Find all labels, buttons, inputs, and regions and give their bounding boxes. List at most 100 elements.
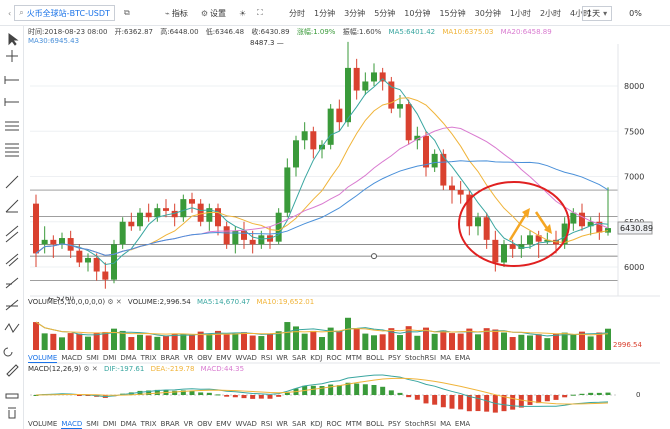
macd-bar-64 [588, 392, 594, 395]
volume-bar-38 [362, 333, 369, 350]
indicator-tab-emv[interactable]: EMV [216, 420, 232, 428]
symbol-selector[interactable]: ⌕ 火币全球站-BTC-USDT [14, 5, 115, 21]
indicator-tab-dma[interactable]: DMA [120, 420, 137, 428]
timeframe-8[interactable]: 2小时 [539, 8, 562, 18]
crosshair-icon[interactable] [6, 50, 18, 62]
timeframe-3[interactable]: 5分钟 [374, 8, 396, 18]
trend-line-icon[interactable] [5, 175, 19, 189]
indicator-tab-roc[interactable]: ROC [326, 354, 342, 362]
macd-bar-48 [449, 395, 455, 409]
indicator-tab-wr[interactable]: WR [276, 354, 289, 362]
chevron-left-icon[interactable]: ‹ [8, 8, 12, 18]
macd-settings-icon[interactable]: ⚙ ✕ [83, 365, 98, 373]
gann-icon[interactable] [5, 299, 19, 311]
indicator-tab-dma[interactable]: DMA [120, 354, 137, 362]
indicator-tab-trix[interactable]: TRIX [140, 420, 157, 428]
indicator-tab-sar[interactable]: SAR [292, 420, 307, 428]
parallel-lines-icon[interactable] [5, 121, 19, 131]
horizontal-line-icon[interactable] [4, 76, 19, 84]
macd-bar-23 [232, 395, 238, 398]
indicator-tab-wr[interactable]: WR [276, 420, 289, 428]
indicator-tab-stochrsi[interactable]: StochRSI [404, 354, 437, 362]
wave-icon[interactable] [4, 323, 20, 333]
volume-bar-50 [466, 328, 473, 350]
timeframe-1[interactable]: 1分钟 [314, 8, 336, 18]
indicator-tab-smi[interactable]: SMI [86, 354, 99, 362]
volume-bar-0 [33, 322, 39, 350]
timeframe-5[interactable]: 15分钟 [439, 8, 466, 18]
fullscreen-icon[interactable]: ⛶ [257, 8, 263, 17]
timeframe-6[interactable]: 30分钟 [474, 8, 501, 18]
volume-settings-icon[interactable]: ⚙ ✕ [107, 298, 122, 306]
ruler-icon[interactable] [5, 393, 19, 399]
trash-icon[interactable] [8, 407, 16, 419]
theme-icon[interactable]: ☀ [239, 8, 247, 18]
volume-bar-48 [449, 333, 455, 350]
volume-bar-54 [501, 332, 507, 350]
cursor-icon[interactable] [8, 33, 19, 46]
indicators-button[interactable]: ⌁ 指标 [165, 8, 188, 19]
volume-bar-7 [93, 332, 100, 350]
candle-body-33 [319, 144, 325, 150]
indicator-tab-volume[interactable]: VOLUME [28, 420, 58, 428]
indicator-tab-vr[interactable]: VR [183, 420, 194, 428]
indicator-tab-ma[interactable]: MA [440, 354, 451, 362]
settings-button[interactable]: ⚙ 设置 [201, 8, 226, 19]
timeframe-7[interactable]: 1小时 [509, 8, 531, 18]
indicator-tab-wvad[interactable]: WVAD [235, 354, 257, 362]
indicator-tab-stochrsi[interactable]: StochRSI [404, 420, 437, 428]
indicator-tab-dmi[interactable]: DMI [102, 420, 117, 428]
macd-bar-4 [68, 394, 74, 396]
timeframe-0[interactable]: 分时 [289, 8, 305, 18]
timeframe-select[interactable]: 1天 ▾ [582, 5, 613, 21]
indicator-tab-brar[interactable]: BRAR [160, 354, 180, 362]
indicator-tab-brar[interactable]: BRAR [160, 420, 180, 428]
price-lines-icon[interactable] [5, 143, 19, 157]
macd-zero: 0 [636, 391, 641, 399]
indicator-tab-psy[interactable]: PSY [387, 354, 401, 362]
indicator-tab-psy[interactable]: PSY [387, 420, 401, 428]
macd-bar-49 [458, 395, 464, 410]
indicator-tab-kdj[interactable]: KDJ [310, 420, 323, 428]
indicator-tab-rsi[interactable]: RSI [260, 420, 273, 428]
indicator-tab-emv[interactable]: EMV [216, 354, 232, 362]
channel-icon[interactable] [5, 225, 19, 243]
indicators-group: ⌁ 指标 ⚙ 设置 ☀ ⛶ [165, 5, 263, 21]
indicator-tab-smi[interactable]: SMI [86, 420, 99, 428]
indicator-tab-rsi[interactable]: RSI [260, 354, 273, 362]
indicator-tab-ema[interactable]: EMA [454, 354, 471, 362]
indicator-tab-boll[interactable]: BOLL [365, 354, 384, 362]
indicator-tab-obv[interactable]: OBV [197, 420, 213, 428]
indicator-tab-dmi[interactable]: DMI [102, 354, 117, 362]
candle-body-31 [301, 131, 308, 141]
compare-icon[interactable]: ⧉ [123, 8, 130, 17]
trend-angle-icon[interactable] [5, 199, 19, 213]
indicator-tab-vr[interactable]: VR [183, 354, 194, 362]
pitchfork-icon[interactable] [5, 253, 19, 267]
volume-bar-63 [579, 331, 585, 350]
timeframe-9[interactable]: 4小时 [570, 8, 592, 18]
timeframe-2[interactable]: 3分钟 [344, 8, 366, 18]
ray-line-icon[interactable] [4, 98, 19, 106]
indicator-tab-macd[interactable]: MACD [61, 354, 83, 362]
fib-icon[interactable] [5, 277, 19, 289]
indicator-tab-obv[interactable]: OBV [197, 354, 213, 362]
indicator-tab-boll[interactable]: BOLL [365, 420, 384, 428]
indicator-tab-mtm[interactable]: MTM [345, 354, 362, 362]
arrow-down-shape [534, 211, 550, 231]
percent-toggle[interactable]: 0% [629, 8, 642, 18]
indicator-tab-macd[interactable]: MACD [61, 420, 83, 429]
candle-body-63 [579, 212, 585, 227]
spiral-icon[interactable] [3, 347, 13, 357]
indicator-tab-ema[interactable]: EMA [454, 420, 471, 428]
indicator-tab-ma[interactable]: MA [440, 420, 451, 428]
indicator-tab-volume[interactable]: VOLUME [28, 354, 58, 363]
indicator-tab-sar[interactable]: SAR [292, 354, 307, 362]
indicator-tab-mtm[interactable]: MTM [345, 420, 362, 428]
timeframe-4[interactable]: 10分钟 [404, 8, 431, 18]
indicator-tab-kdj[interactable]: KDJ [310, 354, 323, 362]
indicator-tab-trix[interactable]: TRIX [140, 354, 157, 362]
indicator-tab-wvad[interactable]: WVAD [235, 420, 257, 428]
pen-icon[interactable] [6, 364, 19, 377]
indicator-tab-roc[interactable]: ROC [326, 420, 342, 428]
